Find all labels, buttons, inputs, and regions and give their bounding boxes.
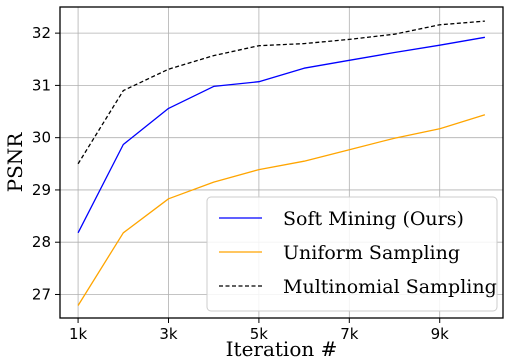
series-lines xyxy=(77,20,486,306)
x-tick-label: 1k xyxy=(69,325,88,343)
x-tick-label: 7k xyxy=(340,325,359,343)
legend-label: Uniform Sampling xyxy=(283,242,460,264)
y-tick-label: 31 xyxy=(32,76,51,94)
y-tick-label: 30 xyxy=(32,129,51,147)
y-tick-label: 29 xyxy=(32,181,51,199)
y-tick-label: 27 xyxy=(32,285,51,303)
series-line-1 xyxy=(77,36,486,234)
series-line-2 xyxy=(77,114,486,306)
x-tick-label: 9k xyxy=(431,325,450,343)
x-tick-label: 5k xyxy=(250,325,269,343)
axis-ticks: 1k 3k 5k 7k 9k 27 28 29 30 31 32 xyxy=(32,24,449,343)
y-axis-title: PSNR xyxy=(3,132,27,193)
legend-label: Soft Mining (Ours) xyxy=(283,208,464,230)
legend: Soft Mining (Ours) Uniform Sampling Multin… xyxy=(206,196,498,312)
legend-label: Multinomial Sampling xyxy=(283,276,497,298)
series-line-3 xyxy=(77,20,485,165)
y-tick-label: 28 xyxy=(32,233,51,251)
y-tick-label: 32 xyxy=(32,24,51,42)
legend-box xyxy=(206,196,498,312)
x-tick-label: 3k xyxy=(159,325,178,343)
plot-frame xyxy=(59,6,504,319)
x-axis-title: Iteration # xyxy=(226,337,338,360)
